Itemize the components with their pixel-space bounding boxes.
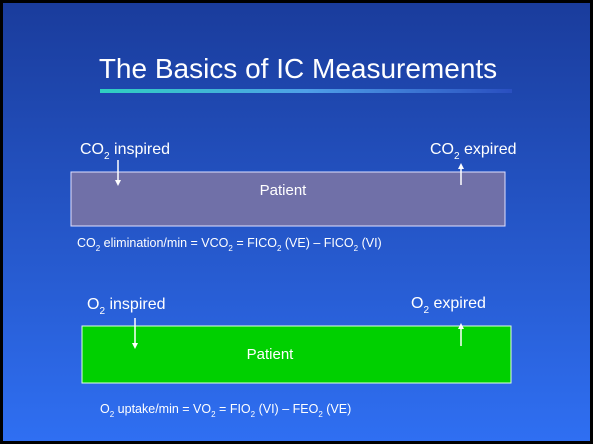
text-run: inspired	[110, 141, 170, 158]
arrow-head	[458, 323, 464, 329]
text-run: (VI) – FEO	[255, 402, 318, 416]
text-run: elimination/min = VCO	[100, 236, 228, 250]
title-underline	[100, 89, 512, 93]
text-run: CO	[77, 236, 96, 250]
subscript: 2	[96, 244, 101, 253]
expired-label: CO2 expired	[430, 141, 516, 162]
title: The Basics of IC Measurements	[99, 53, 497, 84]
box-label: Patient	[260, 182, 308, 199]
subscript: 2	[454, 151, 460, 162]
text-run: O	[87, 296, 99, 313]
subscript: 2	[251, 410, 256, 419]
arrow-head	[115, 180, 121, 186]
subscript: 2	[211, 410, 216, 419]
subscript: 2	[104, 151, 110, 162]
subscript: 2	[228, 244, 233, 253]
inspired-label: CO2 inspired	[80, 141, 170, 162]
subscript: 2	[354, 244, 359, 253]
patient-box	[70, 171, 506, 227]
text-run: CO	[430, 141, 454, 158]
arrow-head	[132, 343, 138, 349]
formula: O2 uptake/min = VO2 = FIO2 (VI) – FEO2 (…	[100, 402, 351, 419]
text-run: CO	[80, 141, 104, 158]
text-run: expired	[460, 141, 517, 158]
subscript: 2	[99, 306, 105, 317]
text-run: expired	[429, 295, 486, 312]
arrow-head	[458, 163, 464, 169]
patient-box	[81, 325, 512, 384]
expired-label: O2 expired	[411, 295, 486, 316]
text-run: O	[411, 295, 423, 312]
text-run: = FIO	[216, 402, 251, 416]
subscript: 2	[423, 305, 429, 316]
subscript: 2	[277, 244, 282, 253]
formula: CO2 elimination/min = VCO2 = FICO2 (VE) …	[77, 236, 382, 253]
text-run: (VE)	[323, 402, 351, 416]
subscript: 2	[110, 410, 115, 419]
inspired-label: O2 inspired	[87, 296, 166, 317]
subscript: 2	[318, 410, 323, 419]
text-run: uptake/min = VO	[114, 402, 211, 416]
text-run: = FICO	[233, 236, 277, 250]
text-run: inspired	[105, 296, 165, 313]
text-run: O	[100, 402, 110, 416]
box-label: Patient	[247, 346, 295, 363]
text-run: (VI)	[358, 236, 382, 250]
text-run: (VE) – FICO	[281, 236, 354, 250]
